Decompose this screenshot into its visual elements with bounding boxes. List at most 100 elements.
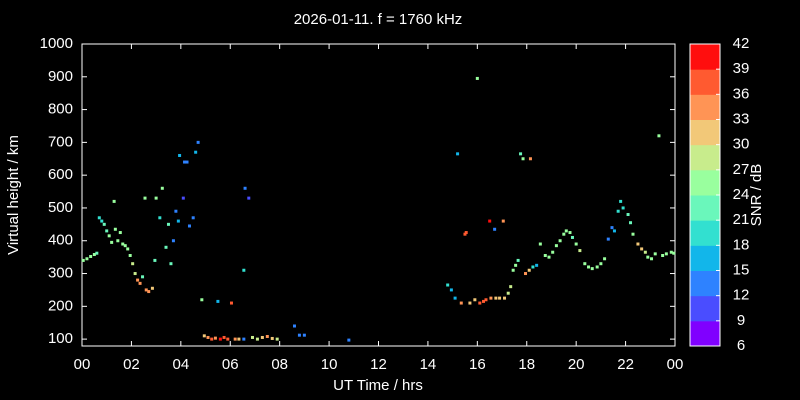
data-point — [191, 216, 195, 220]
data-point — [183, 160, 187, 164]
x-tick-label: 00 — [74, 356, 91, 373]
data-point — [636, 242, 640, 246]
data-point — [185, 160, 189, 164]
data-point — [126, 247, 130, 251]
colorbar-band — [690, 195, 720, 221]
x-tick-label: 14 — [420, 356, 437, 373]
data-point — [123, 244, 127, 248]
data-point — [446, 283, 450, 287]
data-point — [524, 272, 528, 276]
x-tick-label: 22 — [617, 356, 634, 373]
data-point — [646, 255, 650, 259]
colorbar-band — [690, 320, 720, 347]
data-point — [226, 337, 230, 341]
data-point — [169, 262, 173, 266]
data-point — [138, 281, 142, 285]
colorbar-band — [690, 69, 720, 95]
data-point — [578, 249, 582, 253]
data-point — [116, 239, 120, 243]
data-point — [222, 335, 226, 339]
chart-title: 2026-01-11. f = 1760 kHz — [294, 11, 463, 28]
x-axis-label: UT Time / hrs — [333, 377, 423, 394]
data-point — [503, 296, 507, 300]
data-point — [509, 285, 513, 289]
colorbar-band — [690, 220, 720, 246]
data-point — [616, 209, 620, 213]
data-point — [147, 290, 151, 294]
data-point — [599, 262, 603, 266]
data-point — [153, 258, 157, 262]
data-point — [498, 296, 502, 300]
data-point — [97, 216, 101, 220]
data-point — [131, 262, 135, 266]
colorbar-band — [690, 169, 720, 196]
x-tick-label: 20 — [568, 356, 585, 373]
colorbar-tick-label: 27 — [733, 161, 750, 178]
data-point — [587, 265, 591, 269]
colorbar-tick-label: 24 — [733, 186, 750, 203]
colorbar-tick-label: 39 — [733, 60, 750, 77]
y-axis-label: Virtual height / km — [5, 135, 22, 255]
data-point — [174, 209, 178, 213]
data-point — [229, 301, 233, 305]
colorbar-tick-label: 18 — [733, 236, 750, 253]
x-tick-label: 18 — [518, 356, 535, 373]
data-point — [118, 231, 122, 235]
y-tick-label: 900 — [48, 68, 73, 85]
colorbar-tick-label: 12 — [733, 287, 750, 304]
data-point — [250, 335, 254, 339]
colorbar-band — [690, 144, 720, 171]
data-point — [543, 253, 547, 257]
data-point — [551, 250, 555, 254]
data-point — [166, 222, 170, 226]
data-point — [531, 265, 535, 269]
data-point — [260, 335, 264, 339]
data-point — [621, 206, 625, 210]
data-point — [200, 298, 204, 302]
data-point — [484, 298, 488, 302]
data-point — [473, 298, 477, 302]
data-point — [158, 216, 162, 220]
colorbar-band — [690, 44, 720, 70]
data-point — [568, 231, 572, 235]
data-point — [629, 221, 633, 225]
x-tick-label: 04 — [172, 356, 189, 373]
data-point — [150, 286, 154, 290]
colorbar-label: SNR / dB — [748, 164, 765, 227]
data-point — [95, 251, 99, 255]
data-point — [176, 219, 180, 223]
data-point — [538, 242, 542, 246]
colorbar-band — [690, 119, 720, 146]
data-point — [475, 76, 479, 80]
data-point — [81, 258, 85, 262]
data-point — [164, 245, 168, 249]
data-point — [194, 150, 198, 154]
data-point — [210, 337, 214, 341]
data-point — [511, 268, 515, 272]
y-tick-label: 400 — [48, 232, 73, 249]
data-point — [519, 152, 523, 156]
data-point — [603, 257, 607, 261]
x-tick-label: 00 — [667, 356, 684, 373]
data-point — [516, 258, 520, 262]
x-tick-label: 12 — [370, 356, 387, 373]
data-point — [610, 226, 614, 230]
y-tick-label: 200 — [48, 297, 73, 314]
x-tick-label: 06 — [222, 356, 239, 373]
y-tick-label: 500 — [48, 199, 73, 216]
data-point — [669, 250, 673, 254]
x-tick-label: 02 — [123, 356, 140, 373]
data-point — [558, 239, 562, 243]
data-point — [664, 252, 668, 256]
data-point — [255, 337, 259, 341]
data-point — [535, 263, 539, 267]
colorbar-tick-label: 21 — [733, 211, 750, 228]
data-point — [270, 336, 274, 340]
y-tick-label: 300 — [48, 265, 73, 282]
data-point — [242, 268, 246, 272]
data-point — [631, 232, 635, 236]
data-point — [136, 278, 140, 282]
data-point — [590, 267, 594, 271]
data-point — [89, 254, 93, 258]
data-point — [141, 275, 145, 279]
